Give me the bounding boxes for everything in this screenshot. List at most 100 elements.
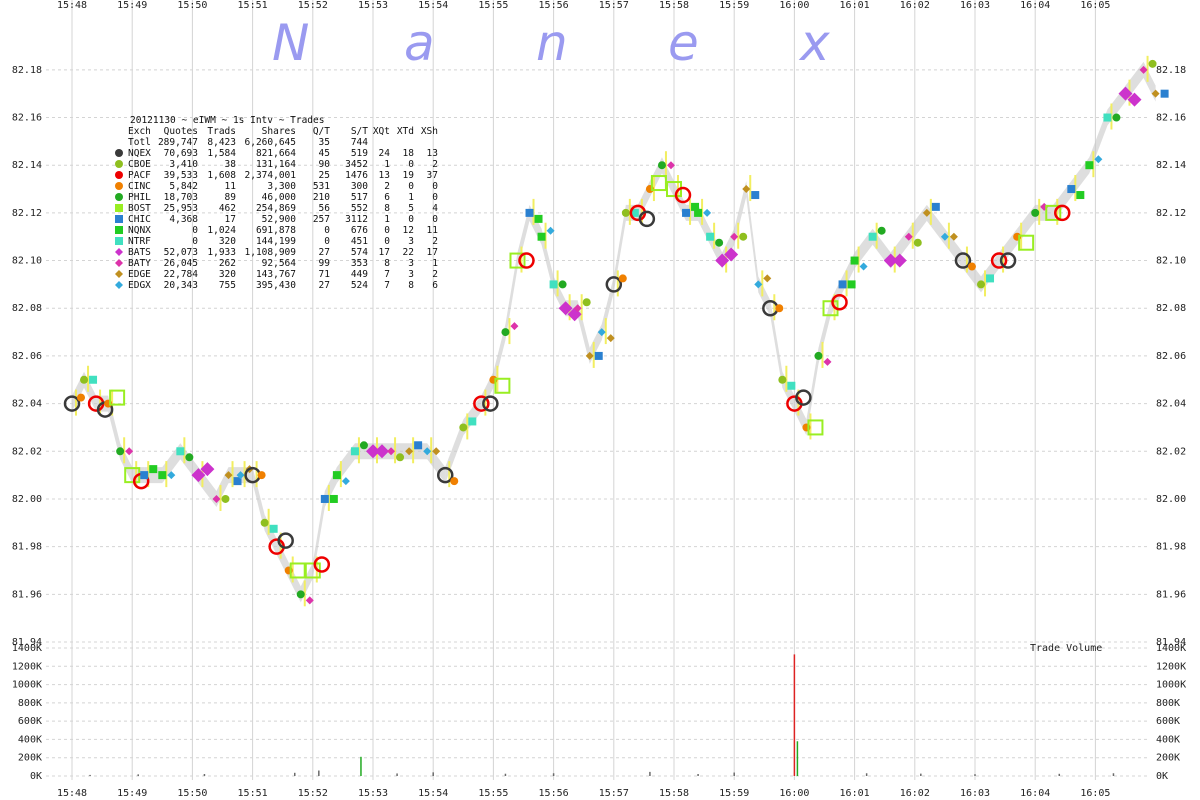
legend-cell: 11 [427,225,439,236]
time-tick-label-bottom: 15:57 [599,788,629,799]
time-tick-label-top: 15:55 [478,0,508,11]
legend-cell: 2 [432,236,438,247]
time-tick-label-bottom: 16:02 [900,788,930,799]
trade-marker [724,247,739,262]
trade-marker [1067,185,1076,194]
legend-column-header: S/T [351,126,368,137]
trade-marker [546,226,555,235]
legend-cell: 0 [384,225,390,236]
legend-cell: CBOE [128,159,151,170]
trade-marker [949,232,958,241]
price-tick-label-left: 82.06 [12,351,42,362]
legend-cell: 2 [432,159,438,170]
legend-cell: 320 [219,269,236,280]
trade-marker [414,441,423,450]
volume-tick-label-left: 800K [18,698,42,709]
price-tick-label-right: 82.00 [1156,494,1186,505]
trade-marker [573,304,582,313]
volume-tick-label-left: 600K [18,716,42,727]
legend-swatch [115,160,123,168]
trade-marker [459,423,468,432]
legend-cell: 2,374,001 [245,170,297,181]
volume-tick-label-right: 400K [1156,734,1180,745]
trade-marker [125,447,134,456]
legend-cell: 17 [379,247,390,258]
legend-cell: 27 [319,247,330,258]
time-tick-label-top: 15:53 [358,0,388,11]
legend-swatch [115,149,123,157]
legend-cell: 2 [432,269,438,280]
legend-cell: 27 [319,280,330,291]
time-tick-label-top: 15:54 [418,0,448,11]
legend-cell: 531 [313,181,330,192]
trade-marker [859,262,868,271]
trade-marker [558,280,567,289]
price-tick-label-left: 82.10 [12,256,42,267]
trade-marker [1094,155,1103,164]
legend-cell: 2 [384,181,390,192]
time-tick-label-bottom: 15:49 [117,788,147,799]
price-tick-label-right: 82.06 [1156,351,1186,362]
trade-marker [509,252,526,269]
trade-marker [269,524,278,533]
legend-cell: 4 [432,203,438,214]
trade-marker [674,186,692,204]
legend-cell: 254,869 [256,203,296,214]
trade-marker [366,444,380,459]
legend-cell: 524 [351,280,368,291]
trade-marker [706,232,715,241]
price-tick-label-left: 82.16 [12,113,42,124]
trade-marker [436,466,454,484]
time-tick-label-bottom: 15:55 [478,788,508,799]
volume-tick-label-right: 0K [1156,771,1168,782]
legend-cell: 38 [225,159,237,170]
legend-cell: 3 [408,269,414,280]
legend-cell: PACF [128,170,151,181]
volume-tick-label-right: 1200K [1156,661,1186,672]
legend-cell: 35 [319,137,330,148]
volume-tick-label-right: 600K [1156,716,1180,727]
trade-marker [715,253,730,268]
legend-cell: 19 [403,170,415,181]
legend-cell: 744 [351,137,368,148]
legend-cell: 0 [432,181,438,192]
legend-cell: BATY [128,258,151,269]
legend-cell: BOST [128,203,151,214]
time-tick-label-bottom: 15:53 [358,788,388,799]
legend-cell: 26,045 [164,258,198,269]
trade-marker [359,441,368,450]
trade-marker [657,161,666,170]
legend-cell: 45 [319,148,330,159]
legend-cell: 821,664 [256,148,296,159]
legend-cell: 755 [219,280,236,291]
trade-marker [236,471,245,480]
trade-marker [296,590,305,599]
legend-cell: 451 [351,236,368,247]
trade-marker [597,328,606,337]
trade-marker [396,453,405,462]
trade-marker [650,175,667,192]
legend-cell: 8 [384,203,390,214]
legend-cell: 676 [351,225,368,236]
trade-marker [763,274,772,283]
trade-marker [703,208,712,217]
legend-cell: 1476 [345,170,368,181]
legend-cell: 5,842 [169,181,198,192]
legend-swatch [115,226,123,234]
price-tick-label-right: 82.02 [1156,446,1186,457]
price-tick-label-right: 82.04 [1156,399,1186,410]
legend-cell: 8 [408,280,414,291]
nbbo-band-segment [746,181,759,293]
legend-swatch [115,281,123,289]
time-tick-label-bottom: 15:56 [539,788,569,799]
legend-cell: NQEX [128,148,151,159]
trade-marker [977,280,986,289]
legend-swatch [115,182,123,190]
time-tick-label-bottom: 16:04 [1020,788,1050,799]
volume-tick-label-right: 800K [1156,698,1180,709]
time-tick-label-bottom: 15:48 [57,788,87,799]
legend-column-header: Q/T [313,126,330,137]
trade-marker [986,274,995,283]
legend-cell: 25 [319,170,330,181]
